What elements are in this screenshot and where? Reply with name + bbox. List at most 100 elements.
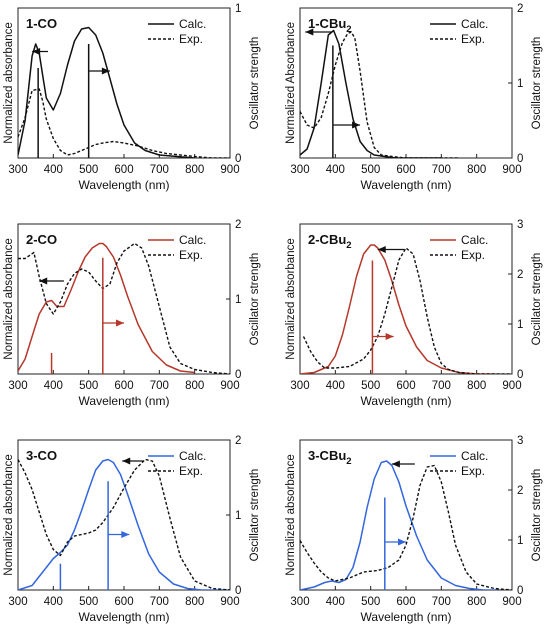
- y2-tick-label: 0: [235, 369, 241, 381]
- calc-series-line: [18, 242, 195, 374]
- y2-tick-label: 0: [517, 369, 523, 381]
- x-tick-label: 700: [432, 164, 451, 176]
- legend-label: Exp.: [179, 248, 203, 262]
- legend-label: Calc.: [461, 17, 488, 31]
- exp-series-line: [300, 31, 459, 158]
- exp-series-line: [302, 247, 512, 374]
- x-tick-label: 700: [150, 164, 169, 176]
- y2-tick-label: 0: [235, 585, 241, 597]
- y2-tick-label: 0: [517, 585, 523, 597]
- compound-label: 2-CBu2: [308, 232, 352, 251]
- x-tick-label: 600: [114, 596, 133, 608]
- exp-series-line: [18, 458, 230, 590]
- x-tick-label: 600: [396, 164, 415, 176]
- y-axis-label: Normalized absorbance: [3, 238, 15, 359]
- legend-label: Calc.: [461, 233, 488, 247]
- x-tick-label: 900: [502, 164, 521, 176]
- x-tick-label: 800: [467, 164, 486, 176]
- legend-label: Exp.: [179, 32, 203, 46]
- x-tick-label: 300: [8, 596, 27, 608]
- x-tick-label: 300: [290, 380, 309, 392]
- calc-series-line: [300, 460, 498, 590]
- x-tick-label: 300: [290, 164, 309, 176]
- legend-label: Exp.: [461, 248, 485, 262]
- compound-label-main: 1-CO: [26, 16, 57, 31]
- y-axis-label: Normalized absorbance: [285, 454, 297, 575]
- x-tick-label: 400: [44, 596, 63, 608]
- y2-tick-label: 2: [235, 219, 241, 231]
- x-axis-label: Wavelength (nm): [79, 394, 170, 408]
- calc-series-line: [300, 29, 442, 158]
- arrow-left-icon: [32, 48, 41, 55]
- compound-label-main: 2-CBu: [308, 232, 346, 247]
- x-tick-label: 900: [220, 380, 239, 392]
- y2-tick-label: 3: [517, 219, 523, 231]
- compound-label-subscript: 2: [346, 456, 351, 467]
- x-tick-label: 500: [79, 164, 98, 176]
- arrow-left-icon: [305, 28, 314, 36]
- arrow-right-icon: [116, 319, 124, 327]
- x-axis-label: Wavelength (nm): [361, 394, 452, 408]
- arrow-right-icon: [121, 531, 130, 538]
- y2-axis-label: Oscillator strength: [249, 469, 261, 562]
- x-tick-label: 400: [326, 596, 345, 608]
- y2-tick-label: 3: [517, 435, 523, 447]
- x-tick-label: 600: [114, 164, 133, 176]
- y-axis-label: Normalized absorbance: [3, 22, 15, 143]
- y2-tick-label: 1: [517, 78, 523, 90]
- x-tick-label: 700: [150, 596, 169, 608]
- arrow-right-icon: [101, 67, 110, 75]
- compound-label: 3-CO: [26, 448, 57, 463]
- arrow-right-icon: [352, 121, 361, 129]
- compound-label-main: 1-CBu: [308, 16, 346, 31]
- exp-series-line: [18, 242, 230, 374]
- legend-label: Calc.: [179, 233, 206, 247]
- y2-tick-label: 0: [517, 153, 523, 165]
- y2-tick-label: 1: [235, 3, 241, 15]
- x-tick-label: 800: [185, 164, 204, 176]
- compound-label-main: 3-CBu: [308, 448, 346, 463]
- compound-label-main: 3-CO: [26, 448, 57, 463]
- x-axis-label: Wavelength (nm): [361, 610, 452, 624]
- x-tick-label: 500: [361, 380, 380, 392]
- y2-tick-label: 1: [235, 294, 241, 306]
- x-tick-label: 400: [44, 380, 63, 392]
- x-tick-label: 700: [432, 596, 451, 608]
- x-tick-label: 300: [8, 380, 27, 392]
- compound-label-subscript: 2: [346, 24, 351, 35]
- x-tick-label: 600: [396, 380, 415, 392]
- y2-tick-label: 1: [235, 510, 241, 522]
- x-tick-label: 900: [220, 164, 239, 176]
- x-tick-label: 400: [326, 380, 345, 392]
- exp-series-line: [300, 464, 512, 590]
- x-tick-label: 800: [185, 596, 204, 608]
- arrow-right-icon: [385, 333, 394, 340]
- x-tick-label: 400: [44, 164, 63, 176]
- x-axis-label: Wavelength (nm): [79, 178, 170, 192]
- legend-label: Calc.: [179, 17, 206, 31]
- x-tick-label: 600: [114, 380, 133, 392]
- x-tick-label: 300: [8, 164, 27, 176]
- y2-tick-label: 2: [517, 3, 523, 15]
- calc-series-line: [18, 26, 195, 158]
- x-tick-label: 800: [185, 380, 204, 392]
- x-tick-label: 700: [150, 380, 169, 392]
- compound-label: 3-CBu2: [308, 448, 352, 467]
- calc-series-line: [300, 244, 495, 374]
- y2-axis-label: Oscillator strength: [249, 253, 261, 346]
- y2-axis-label: Oscillator strength: [531, 253, 543, 346]
- legend-label: Calc.: [179, 449, 206, 463]
- y2-tick-label: 1: [517, 319, 523, 331]
- compound-label-subscript: 2: [346, 240, 351, 251]
- x-tick-label: 900: [502, 380, 521, 392]
- y2-tick-label: 1: [517, 535, 523, 547]
- legend-label: Exp.: [179, 464, 203, 478]
- x-tick-label: 700: [432, 380, 451, 392]
- x-tick-label: 800: [467, 596, 486, 608]
- x-tick-label: 600: [396, 596, 415, 608]
- arrow-left-icon: [377, 246, 386, 253]
